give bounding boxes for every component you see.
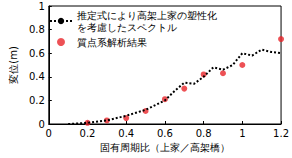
svg-text:0.4: 0.4 bbox=[29, 71, 45, 82]
svg-text:0.2: 0.2 bbox=[80, 128, 96, 139]
svg-text:0.8: 0.8 bbox=[29, 24, 45, 35]
svg-text:質点系解析結果: 質点系解析結果 bbox=[77, 37, 147, 48]
svg-text:0.6: 0.6 bbox=[157, 128, 173, 139]
svg-text:変位(m): 変位(m) bbox=[8, 46, 19, 84]
svg-text:推定式により高架上家の塑性化: 推定式により高架上家の塑性化 bbox=[77, 10, 217, 21]
svg-text:を考慮したスペクトル: を考慮したスペクトル bbox=[77, 22, 177, 33]
svg-text:0.2: 0.2 bbox=[29, 95, 45, 106]
svg-text:0: 0 bbox=[38, 119, 44, 130]
svg-text:0.4: 0.4 bbox=[118, 128, 134, 139]
svg-text:0.8: 0.8 bbox=[196, 128, 212, 139]
svg-text:1.2: 1.2 bbox=[273, 128, 289, 139]
svg-text:0: 0 bbox=[46, 128, 52, 139]
svg-text:1: 1 bbox=[38, 1, 44, 12]
svg-text:固有周期比（上家／高架橋）: 固有周期比（上家／高架橋） bbox=[100, 142, 230, 153]
svg-text:1: 1 bbox=[239, 128, 245, 139]
svg-text:0.6: 0.6 bbox=[29, 48, 45, 59]
